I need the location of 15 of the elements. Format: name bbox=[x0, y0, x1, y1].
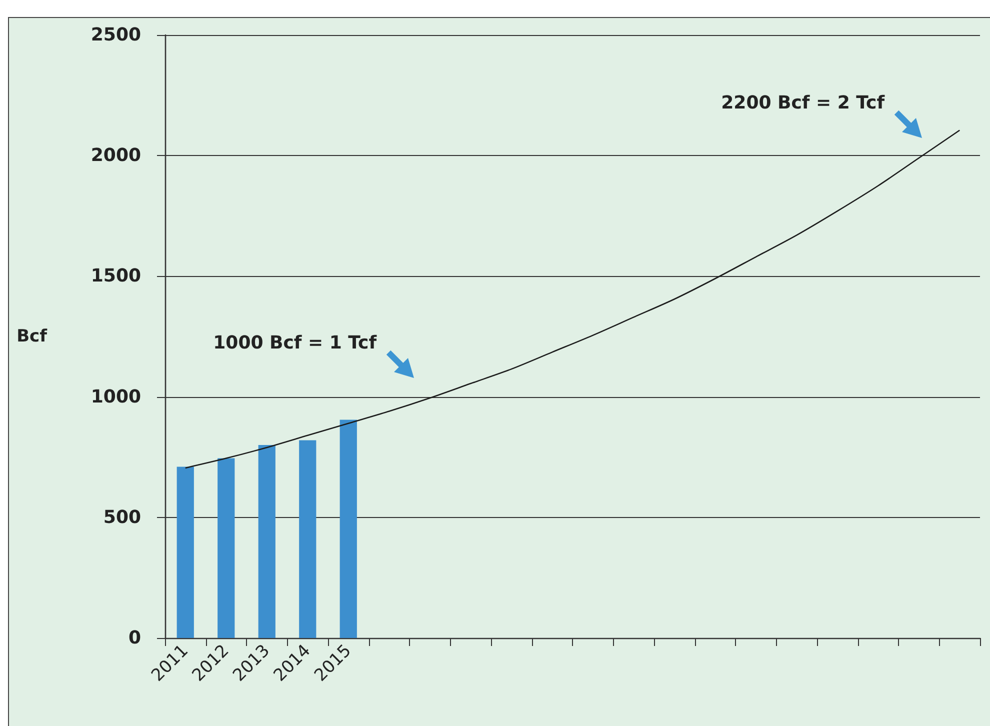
bar bbox=[340, 420, 357, 638]
bar bbox=[176, 466, 194, 638]
y-tick-label: 0 bbox=[128, 628, 141, 648]
bar bbox=[299, 440, 316, 638]
annotation: 2200 Bcf = 2 Tcf bbox=[721, 92, 885, 114]
y-axis-title: Bcf bbox=[16, 326, 48, 346]
bar bbox=[218, 458, 235, 638]
line-series bbox=[184, 130, 960, 469]
y-tick-label: 500 bbox=[103, 506, 141, 528]
y-tick-label: 1500 bbox=[90, 266, 141, 287]
y-tick-label: 2500 bbox=[90, 24, 141, 46]
annotation: 1000 Bcf = 1 Tcf bbox=[213, 332, 377, 354]
y-tick-label: 1000 bbox=[90, 386, 141, 408]
y-tick-label: 2000 bbox=[90, 145, 141, 166]
bar bbox=[258, 445, 276, 638]
